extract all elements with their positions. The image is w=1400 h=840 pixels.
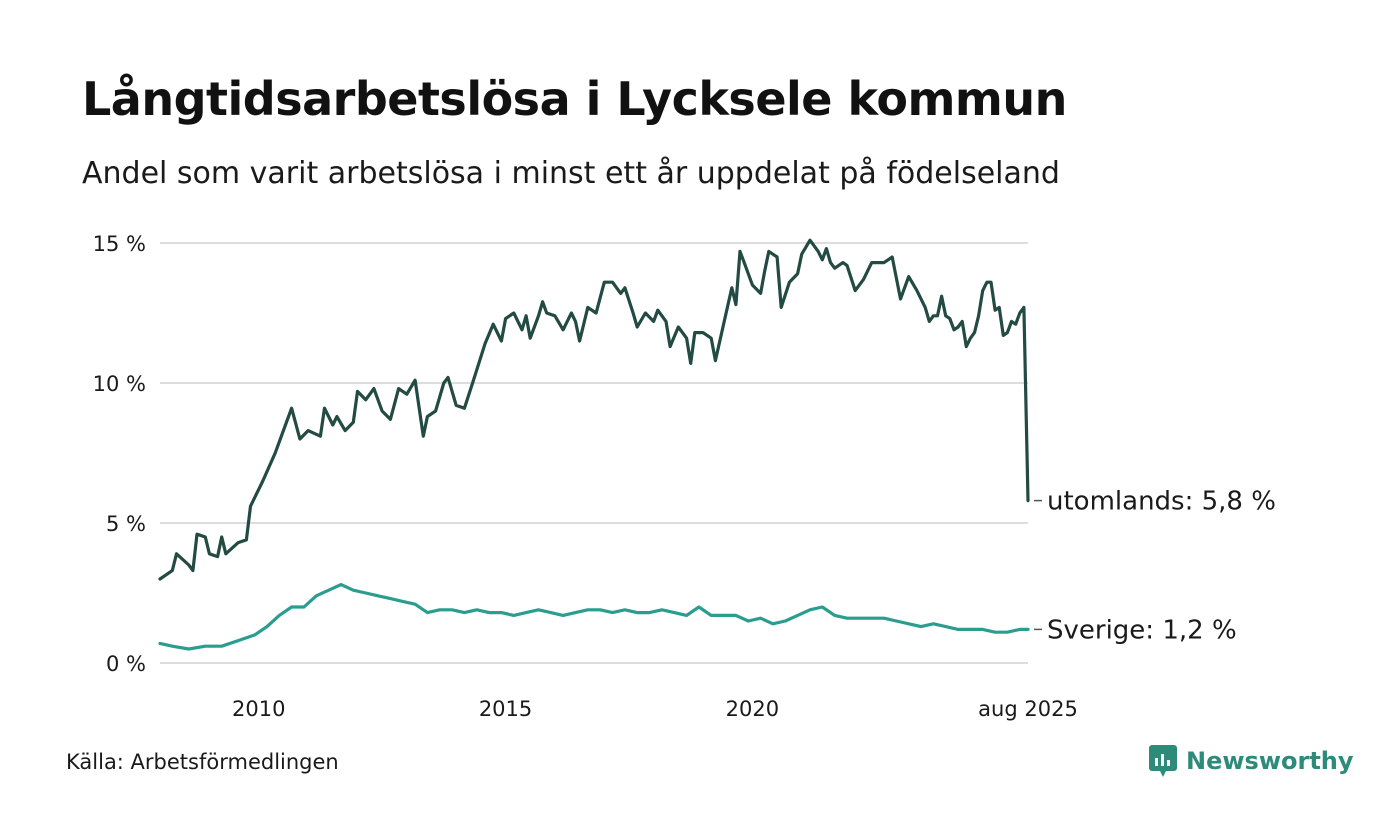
- x-tick-label: 2015: [479, 697, 532, 721]
- series-end-label-sverige: Sverige: 1,2 %: [1047, 615, 1237, 645]
- x-tick-label: 2020: [726, 697, 779, 721]
- chart-subtitle: Andel som varit arbetslösa i minst ett å…: [82, 156, 1060, 191]
- brand-name: Newsworthy: [1186, 747, 1354, 775]
- y-tick-label: 10 %: [93, 372, 146, 396]
- chart-title: Långtidsarbetslösa i Lycksele kommun: [82, 72, 1067, 126]
- y-tick-label: 15 %: [93, 232, 146, 256]
- series-end-label-utomlands: utomlands: 5,8 %: [1047, 487, 1276, 517]
- newsworthy-logo-icon: [1149, 745, 1177, 777]
- source-note: Källa: Arbetsförmedlingen: [66, 750, 339, 774]
- y-tick-label: 5 %: [106, 512, 146, 536]
- x-tick-label: aug 2025: [978, 697, 1078, 721]
- y-tick-label: 0 %: [106, 652, 146, 676]
- brand-logo: Newsworthy: [1148, 744, 1354, 778]
- series-line-sverige: [158, 583, 1030, 651]
- x-tick-label: 2010: [232, 697, 285, 721]
- series-line-utomlands: [158, 238, 1030, 581]
